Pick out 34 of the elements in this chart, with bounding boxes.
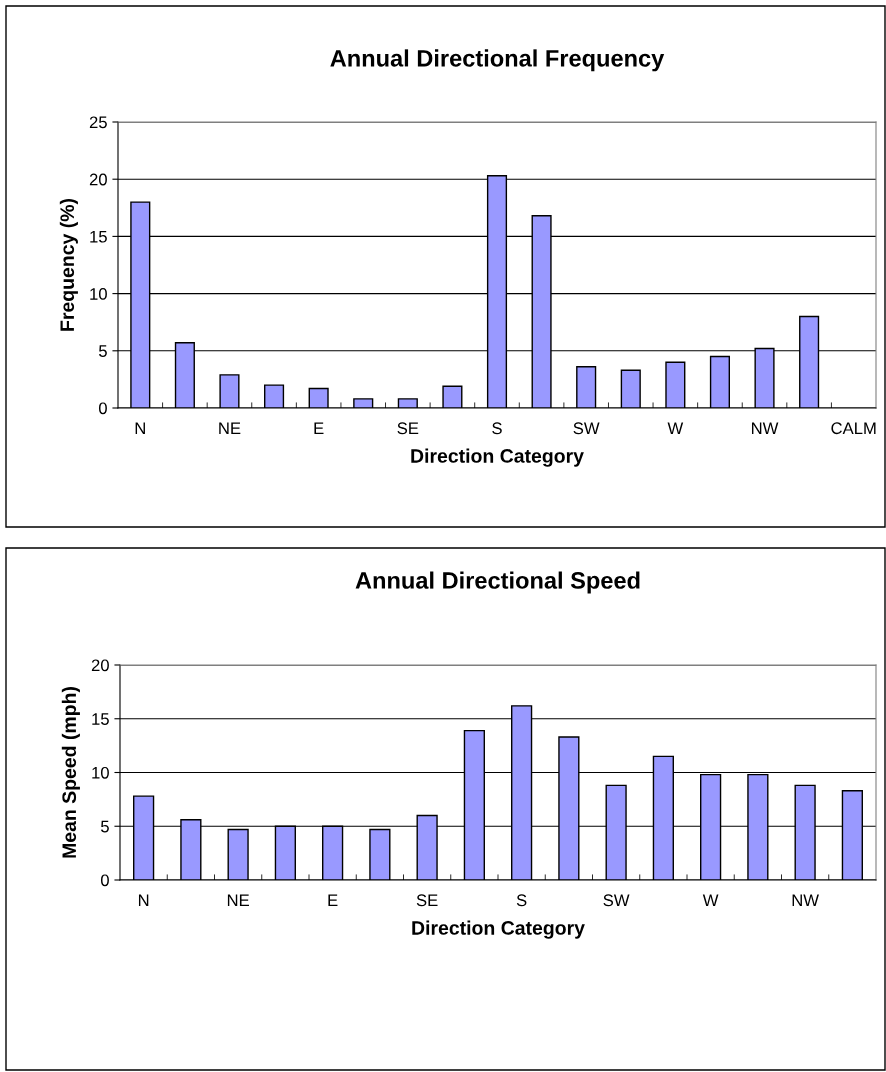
x-tick-label: CALM xyxy=(831,422,876,435)
x-tick-label: E xyxy=(314,422,324,434)
y-tick-label: 5 xyxy=(100,820,109,833)
x-tick-label: SE xyxy=(416,894,438,907)
x-tick-label: SW xyxy=(573,422,600,435)
y-tick-label: 5 xyxy=(98,345,107,357)
x-tick-label: N xyxy=(135,422,145,434)
y-tick-label: 20 xyxy=(91,659,109,672)
y-tick-label: 0 xyxy=(100,874,109,887)
y-axis-title: Mean Speed (mph) xyxy=(61,687,80,858)
x-tick-label: SW xyxy=(603,894,630,907)
y-tick-label: 10 xyxy=(92,766,109,779)
x-tick-label: NW xyxy=(752,422,779,434)
y-tick-label: 25 xyxy=(89,116,107,129)
x-tick-label: W xyxy=(667,422,684,434)
chart-title: Annual Directional Frequency xyxy=(330,49,665,72)
x-tick-label: S xyxy=(516,894,527,907)
y-tick-label: 10 xyxy=(90,288,107,300)
x-axis-title: Direction Category xyxy=(411,448,584,467)
x-axis-title: Direction Category xyxy=(412,920,585,939)
x-tick-label: S xyxy=(492,422,502,435)
x-tick-label: NW xyxy=(792,894,819,906)
y-axis-title: Frequency (%) xyxy=(59,198,78,331)
x-tick-label: W xyxy=(702,894,719,906)
chart-title: Annual Directional Speed xyxy=(355,571,640,594)
x-tick-label: SE xyxy=(397,422,419,435)
x-tick-label: NE xyxy=(219,422,241,434)
y-tick-label: 20 xyxy=(89,173,107,186)
x-tick-label: N xyxy=(138,894,149,906)
x-tick-label: NE xyxy=(227,894,249,906)
x-tick-label: E xyxy=(328,894,338,906)
y-tick-label: 15 xyxy=(90,230,107,243)
y-tick-label: 15 xyxy=(92,713,109,725)
y-tick-label: 0 xyxy=(98,402,107,415)
